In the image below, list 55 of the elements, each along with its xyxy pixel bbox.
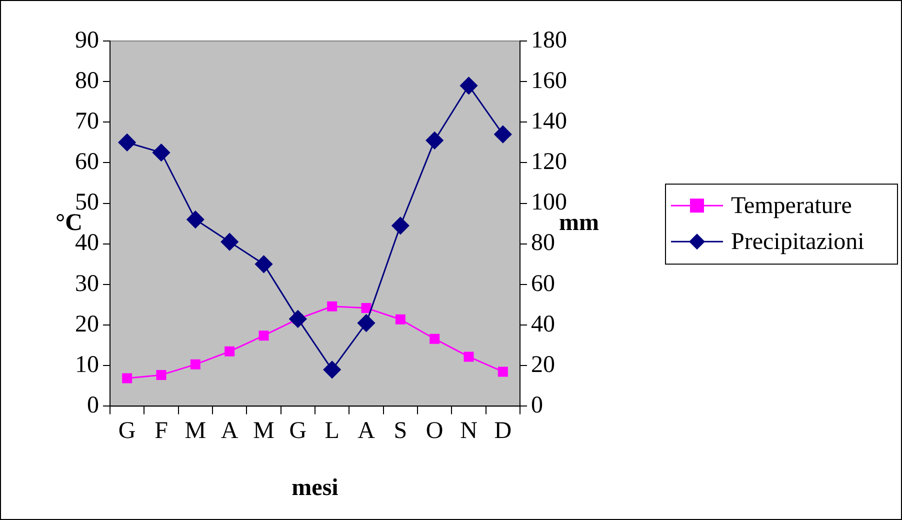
point bbox=[323, 360, 341, 378]
point bbox=[327, 301, 338, 312]
x-tick-label: D bbox=[494, 418, 512, 444]
legend-label: Precipitazioni bbox=[731, 228, 865, 255]
point bbox=[122, 373, 132, 384]
point bbox=[498, 366, 508, 377]
x-tick-label: S bbox=[394, 418, 408, 444]
x-tick-label: G bbox=[118, 418, 136, 444]
x-tick-label: G bbox=[289, 418, 307, 444]
y2-tick-label: 120 bbox=[531, 149, 567, 176]
point bbox=[156, 370, 166, 380]
x-tick-label: A bbox=[220, 418, 239, 444]
y-tick-label: 20 bbox=[75, 311, 99, 338]
point bbox=[220, 233, 238, 251]
point bbox=[430, 334, 440, 344]
point bbox=[361, 303, 372, 313]
legend-label: Temperature bbox=[731, 192, 852, 219]
x-tick-label: M bbox=[184, 418, 206, 444]
x-tick-label: N bbox=[460, 418, 478, 444]
point bbox=[118, 134, 136, 152]
point bbox=[460, 76, 478, 94]
point bbox=[426, 132, 444, 150]
point bbox=[392, 216, 410, 234]
y-tick-label: 80 bbox=[75, 68, 99, 94]
point bbox=[289, 310, 307, 328]
y2-tick-label: 0 bbox=[531, 392, 543, 418]
y-tick-label: 60 bbox=[75, 149, 99, 176]
point bbox=[258, 330, 269, 341]
point bbox=[190, 359, 200, 370]
point bbox=[358, 314, 375, 332]
y-tick-label: 70 bbox=[75, 108, 99, 134]
y2-tick-label: 180 bbox=[531, 27, 567, 54]
x-tick-label: M bbox=[253, 418, 274, 444]
y2-tick-label: 80 bbox=[531, 230, 555, 256]
point bbox=[152, 144, 170, 162]
y-tick-label: 0 bbox=[87, 392, 99, 418]
point bbox=[224, 346, 235, 356]
point bbox=[464, 352, 474, 362]
x-tick-label: A bbox=[358, 418, 376, 444]
point bbox=[395, 314, 406, 324]
y-tick-label: 30 bbox=[75, 270, 99, 297]
y2-tick-label: 40 bbox=[531, 311, 555, 338]
y-tick-label: 10 bbox=[75, 352, 99, 378]
point bbox=[494, 126, 512, 144]
x-tick-label: F bbox=[154, 418, 168, 444]
y2-tick-label: 140 bbox=[531, 108, 567, 134]
x-tick-label: L bbox=[324, 418, 340, 444]
x-axis-title: mesi bbox=[292, 475, 339, 502]
y-tick-label: 90 bbox=[75, 27, 99, 54]
point bbox=[186, 210, 204, 228]
y2-tick-label: 160 bbox=[531, 68, 567, 94]
y2-tick-label: 20 bbox=[531, 352, 555, 378]
y2-tick-label: 60 bbox=[531, 270, 555, 297]
point bbox=[255, 255, 272, 273]
x-tick-label: O bbox=[426, 418, 444, 444]
